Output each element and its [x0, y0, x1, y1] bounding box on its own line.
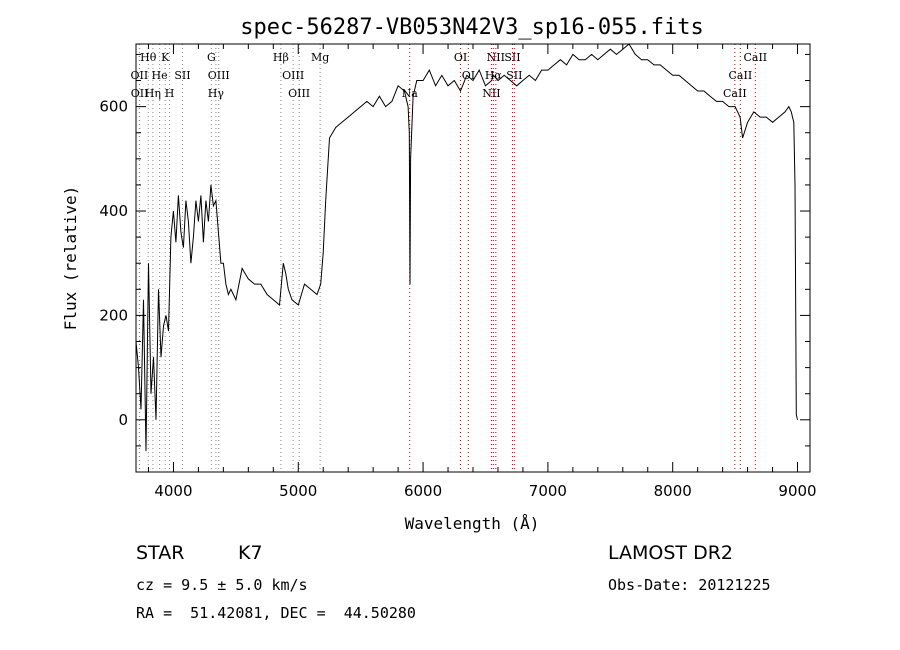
- x-tick-label: 7000: [529, 482, 567, 500]
- line-marker-label: G: [207, 51, 216, 64]
- object-class: STAR: [136, 542, 185, 564]
- x-tick-label: 6000: [404, 482, 442, 500]
- x-tick-label: 9000: [778, 482, 816, 500]
- y-tick-label: 200: [99, 306, 128, 324]
- line-marker-label: Hβ: [273, 51, 289, 64]
- spectrum-series-line: [135, 43, 798, 452]
- line-marker-label: NII: [487, 51, 505, 64]
- chart-title: spec-56287-VB053N42V3_sp16-055.fits: [240, 15, 704, 40]
- line-marker-label: OIII: [288, 87, 310, 100]
- line-marker-label: SII: [504, 51, 520, 64]
- line-marker-label: Na: [402, 87, 419, 100]
- line-marker-label: Hη: [145, 87, 161, 100]
- redshift-velocity: cz = 9.5 ± 5.0 km/s: [136, 576, 308, 594]
- x-axis-ticks: 4000 5000 6000 7000 8000 9000: [147, 44, 817, 500]
- line-marker-label: OII: [131, 69, 149, 82]
- x-axis-label: Wavelength (Å): [405, 514, 540, 533]
- x-tick-label: 5000: [279, 482, 317, 500]
- plot-area: [135, 43, 798, 452]
- line-marker-label: Hγ: [208, 87, 225, 100]
- y-axis-ticks: 0 200 400 600: [99, 53, 810, 473]
- plot-frame: [135, 43, 811, 473]
- line-marker-label: CaII: [723, 87, 747, 100]
- line-marker-label: K: [161, 51, 170, 64]
- survey-name: LAMOST DR2: [608, 542, 733, 564]
- line-marker-label: CaII: [743, 51, 767, 64]
- line-marker-label: SII: [174, 69, 190, 82]
- line-marker-label: OIII: [208, 69, 230, 82]
- sky-coordinates: RA = 51.42081, DEC = 44.50280: [136, 604, 416, 622]
- line-marker-label: NII: [482, 87, 500, 100]
- y-axis-label: Flux (relative): [61, 186, 80, 331]
- line-marker-label: SII: [506, 69, 522, 82]
- line-marker-label: CaII: [729, 69, 753, 82]
- line-marker-label: Hθ: [140, 51, 157, 64]
- line-marker-label: OI: [454, 51, 467, 64]
- object-subclass: K7: [238, 542, 263, 564]
- y-tick-label: 0: [118, 411, 128, 429]
- x-tick-label: 8000: [654, 482, 692, 500]
- line-marker-label: Mg: [311, 51, 329, 64]
- line-marker-label: OIII: [282, 69, 304, 82]
- line-marker-label: He: [152, 69, 168, 82]
- x-tick-label: 4000: [154, 482, 192, 500]
- y-tick-label: 600: [99, 98, 128, 116]
- observation-date: Obs-Date: 20121225: [608, 576, 771, 594]
- line-marker-label: OII: [131, 87, 149, 100]
- line-marker-label: H: [165, 87, 175, 100]
- y-tick-label: 400: [99, 202, 128, 220]
